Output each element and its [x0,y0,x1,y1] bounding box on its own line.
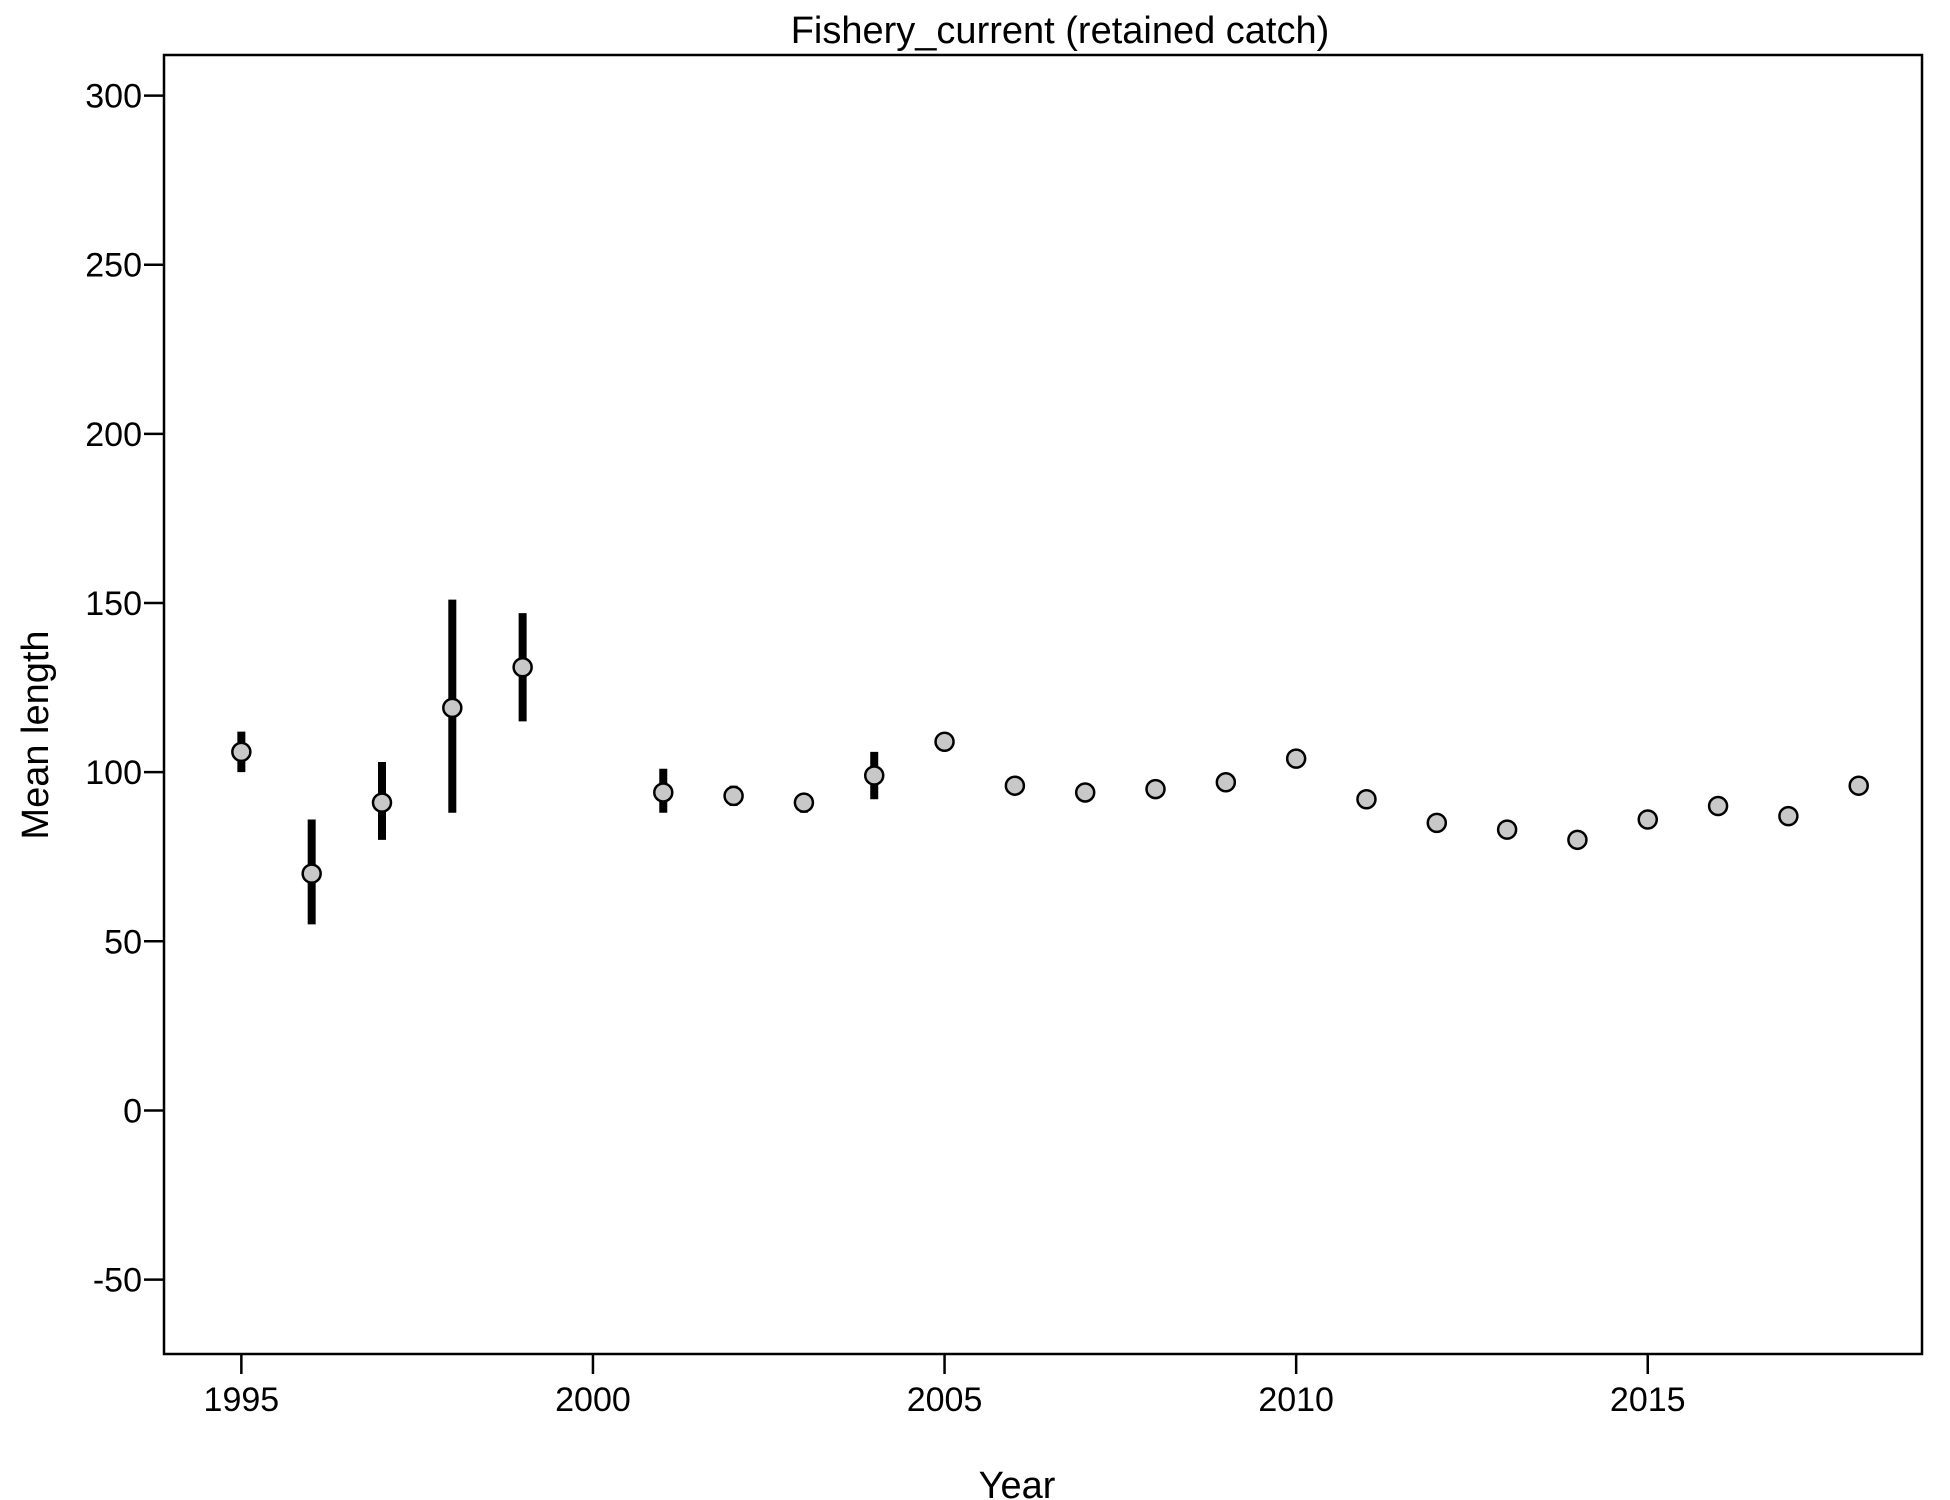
data-point-2013 [1496,819,1518,840]
data-point-2015 [1637,809,1659,830]
y-tick-label: 200 [85,416,142,454]
y-tick-label: 150 [85,585,142,623]
data-point-2003 [793,792,815,813]
data-point-2006 [1004,775,1026,796]
x-tick-label: 2000 [555,1381,631,1419]
x-axis: 1995 2000 2005 2010 2015 [204,1354,1686,1419]
data-point-2009 [1215,772,1237,793]
data-point-2017 [1778,805,1799,827]
x-axis-label: Year [979,1465,1056,1500]
data-point-2001 [653,782,674,803]
x-tick-label: 2010 [1258,1381,1334,1419]
data-point-2007 [1074,782,1096,803]
data-points [231,657,1869,884]
y-tick-label: 50 [104,923,142,961]
data-point-1998 [442,697,463,719]
data-point-1999 [512,657,533,678]
data-point-2002 [723,785,744,807]
y-axis: -50 0 50 100 150 200 250 300 [85,78,164,1300]
error-bars [237,599,1863,925]
y-tick-label: 250 [85,247,142,285]
data-point-1996 [301,863,322,884]
data-point-2010 [1285,748,1307,769]
data-point-2005 [934,731,955,752]
plot-frame [162,53,1924,1356]
data-point-2018 [1848,775,1869,796]
data-point-1995 [231,741,252,763]
y-tick-label: 0 [123,1092,142,1130]
y-tick-label: 100 [85,754,142,792]
data-point-2016 [1707,795,1729,817]
x-tick-label: 1995 [204,1381,280,1419]
data-point-2008 [1145,778,1166,800]
data-point-2012 [1426,812,1448,834]
y-tick-label: 300 [85,78,142,116]
data-point-1997 [371,792,393,813]
data-point-2014 [1567,829,1588,851]
y-axis-label: Mean length [15,630,57,839]
x-tick-label: 2005 [907,1381,983,1419]
data-point-2004 [863,765,885,786]
data-point-2011 [1356,788,1377,810]
y-tick-label: -50 [93,1262,142,1300]
x-tick-label: 2015 [1610,1381,1686,1419]
chart-title: Fishery_current (retained catch) [791,10,1330,52]
